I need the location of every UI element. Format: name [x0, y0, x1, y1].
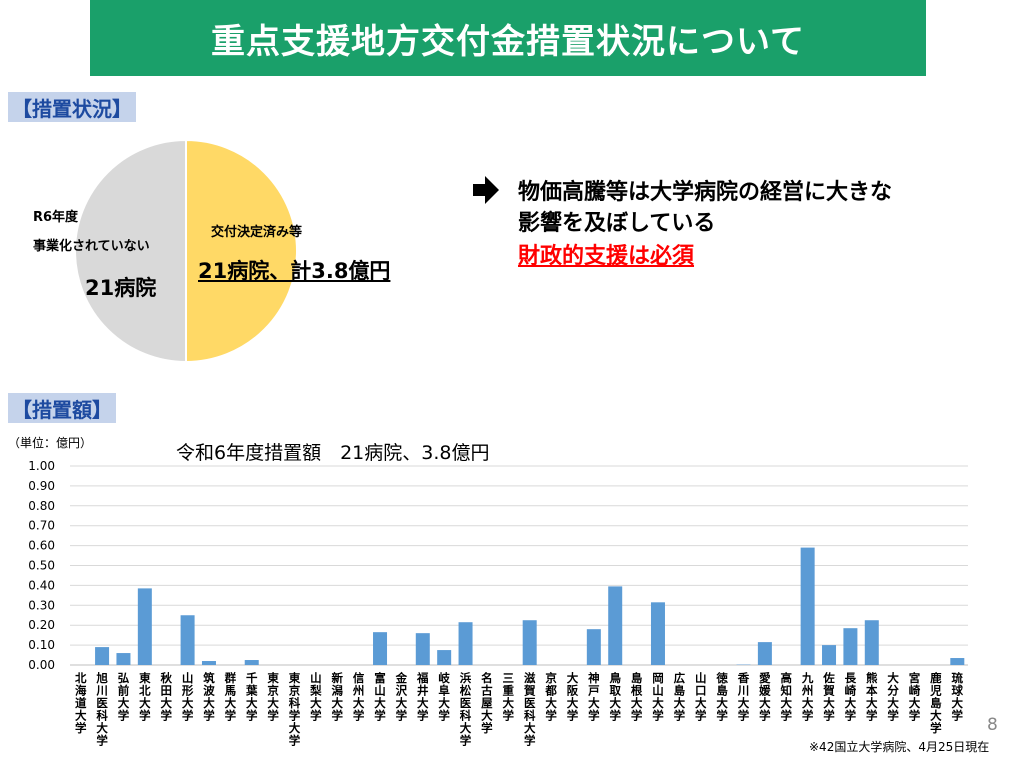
- x-tick-label: 福井大学: [416, 671, 429, 723]
- y-tick-label: 1.00: [28, 459, 55, 473]
- bar-chart: 0.00 0.10 0.20 0.30 0.40 0.50 0.60 0.70 0.80 0.90…: [28, 459, 968, 748]
- bar: [757, 642, 772, 665]
- x-tick-label: 東北大学: [139, 671, 151, 723]
- y-tick-label: 0.40: [28, 578, 55, 592]
- x-tick-label: 弘前大学: [118, 671, 130, 723]
- x-tick-label: 名古屋大学: [481, 671, 493, 735]
- bar: [373, 632, 388, 665]
- x-tick-label: 京都大学: [544, 671, 557, 723]
- x-tick-label: 高知大学: [780, 671, 793, 723]
- x-tick-label: 山口大学: [695, 671, 707, 723]
- bar: [650, 602, 665, 665]
- bar: [800, 547, 815, 665]
- y-tick-label: 0.70: [28, 519, 55, 533]
- x-tick-label: 島根大学: [631, 671, 643, 723]
- bar: [180, 615, 195, 665]
- x-tick-label: 東京大学: [267, 671, 279, 723]
- x-tick-label: 旭川医科大学: [95, 671, 108, 748]
- bar: [822, 645, 837, 665]
- message-line-1: 物価高騰等は大学病院の経営に大きな: [518, 180, 893, 205]
- bar: [864, 620, 879, 665]
- message-line-3: 財政的支援は必須: [518, 244, 695, 269]
- bar: [843, 628, 858, 665]
- title-bar: 重点支援地方交付金措置状況について: [90, 0, 926, 76]
- x-tick-label: 東京科学大学: [289, 671, 301, 748]
- pie-right-count: 21病院、計3.8億円: [198, 259, 391, 283]
- page-title: 重点支援地方交付金措置状況について: [211, 21, 805, 62]
- x-tick-label: 山形大学: [182, 671, 194, 723]
- section-tag-status: 【措置状況】: [8, 92, 136, 122]
- x-tick-label: 新潟大学: [332, 671, 344, 723]
- section-tag-amount: 【措置額】: [8, 393, 116, 423]
- arrow-right-icon: [473, 176, 499, 204]
- bar: [950, 658, 965, 665]
- x-tick-label: 鳥取大学: [609, 671, 621, 723]
- x-tick-label: 宮崎大学: [909, 671, 921, 723]
- message-line-2: 影響を及ぼしている: [518, 211, 716, 236]
- pie-right-label: 交付決定済み等: [211, 225, 303, 240]
- y-tick-label: 0.10: [28, 638, 55, 652]
- x-tick-label: 群馬大学: [224, 671, 237, 723]
- chart-title: 令和6年度措置額 21病院、3.8億円: [176, 442, 490, 464]
- bar: [586, 629, 601, 665]
- x-tick-label: 岐阜大学: [438, 671, 450, 723]
- pie-slice-not-implemented: [74, 138, 187, 364]
- y-tick-label: 0.00: [28, 658, 55, 672]
- chart-unit-label: （単位：億円）: [8, 436, 93, 450]
- x-tick-label: 秋田大学: [160, 671, 172, 723]
- bar: [415, 633, 430, 665]
- pie-left-label-2: 事業化されていない: [33, 239, 150, 254]
- bar: [437, 650, 452, 665]
- x-tick-label: 鹿児島大学: [929, 671, 942, 735]
- bar: [608, 586, 623, 665]
- x-tick-label: 大分大学: [887, 671, 899, 723]
- x-tick-label: 筑波大学: [203, 671, 215, 723]
- x-tick-label: 山梨大学: [309, 671, 322, 723]
- bar: [137, 588, 152, 665]
- x-tick-label: 愛媛大学: [758, 671, 771, 723]
- x-tick-label: 信州大学: [352, 671, 365, 723]
- bar: [458, 622, 473, 665]
- x-tick-label: 千葉大学: [245, 671, 258, 723]
- y-tick-label: 0.50: [28, 559, 55, 573]
- x-tick-label: 滋賀医科大学: [523, 671, 536, 748]
- x-tick-label: 熊本大学: [866, 671, 878, 723]
- x-tick-label: 琉球大学: [952, 671, 964, 723]
- pie-slice-granted: [185, 138, 298, 364]
- bar: [95, 647, 110, 665]
- footnote: ※42国立大学病院、4月25日現在: [809, 740, 990, 754]
- x-tick-label: 香川大学: [737, 671, 750, 723]
- x-tick-label: 金沢大学: [395, 671, 408, 723]
- x-tick-label: 浜松医科大学: [460, 671, 472, 748]
- y-tick-label: 0.80: [28, 499, 55, 513]
- pie-left-count: 21病院: [85, 276, 157, 300]
- x-tick-label: 岡山大学: [652, 671, 664, 723]
- bar: [201, 661, 216, 665]
- x-tick-label: 長崎大学: [845, 671, 857, 723]
- y-tick-label: 0.20: [28, 618, 55, 632]
- pie-chart: [74, 138, 298, 364]
- y-tick-label: 0.60: [28, 539, 55, 553]
- x-tick-label: 三重大学: [503, 671, 515, 723]
- x-tick-label: 佐賀大学: [822, 671, 835, 723]
- x-tick-label: 富山大学: [374, 671, 386, 723]
- x-tick-label: 徳島大学: [715, 671, 728, 723]
- bar: [522, 620, 537, 665]
- bar: [116, 653, 131, 665]
- x-tick-label: 大阪大学: [567, 671, 579, 723]
- page-number: 8: [987, 715, 998, 735]
- x-tick-label: 広島大学: [674, 671, 686, 723]
- y-tick-label: 0.90: [28, 479, 55, 493]
- bar: [244, 660, 259, 665]
- pie-left-label-1: R6年度: [33, 210, 79, 225]
- x-tick-label: 九州大学: [801, 671, 814, 723]
- y-tick-label: 0.30: [28, 598, 55, 612]
- x-tick-label: 神戸大学: [588, 671, 600, 723]
- x-tick-label: 北海道大学: [75, 671, 87, 735]
